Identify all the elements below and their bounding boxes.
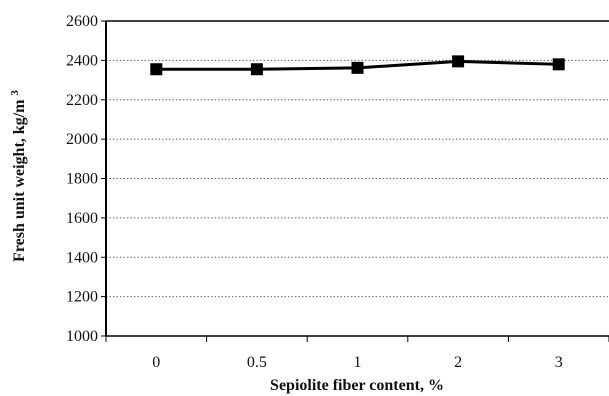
y-axis-title-superscript: 3: [9, 90, 21, 96]
x-tick-label-1: 1: [354, 354, 362, 371]
data-point-2: [452, 55, 465, 68]
data-point-1: [351, 61, 364, 74]
tick-layer: 1000 1200 1400 1600 1800 2000 2200 2400 2600 0 0.5…: [66, 13, 563, 371]
data-point-0: [150, 63, 163, 76]
y-tick-label-2000: 2000: [66, 131, 98, 148]
series-layer: [150, 55, 565, 76]
y-tick-label-2400: 2400: [66, 52, 98, 69]
data-point-0-5: [250, 63, 263, 76]
y-axis-title-main: Fresh unit weight, kg/m: [11, 99, 28, 262]
y-axis-title: Fresh unit weight, kg/m 3: [9, 90, 28, 262]
x-axis-title: Sepiolite fiber content, %: [270, 377, 444, 394]
y-tick-label-1600: 1600: [66, 210, 98, 227]
x-tick-label-0-5: 0.5: [247, 354, 267, 371]
y-tick-label-1400: 1400: [66, 249, 98, 266]
x-tick-label-3: 3: [555, 354, 563, 371]
y-tick-label-1000: 1000: [66, 328, 98, 345]
y-tick-label-1800: 1800: [66, 171, 98, 188]
y-tick-label-1200: 1200: [66, 289, 98, 306]
x-tick-label-0: 0: [152, 354, 160, 371]
axis-layer: [101, 20, 609, 342]
y-tick-label-2600: 2600: [66, 13, 98, 30]
data-point-3: [552, 58, 565, 71]
x-tick-label-2: 2: [454, 354, 462, 371]
y-tick-label-2200: 2200: [66, 92, 98, 109]
